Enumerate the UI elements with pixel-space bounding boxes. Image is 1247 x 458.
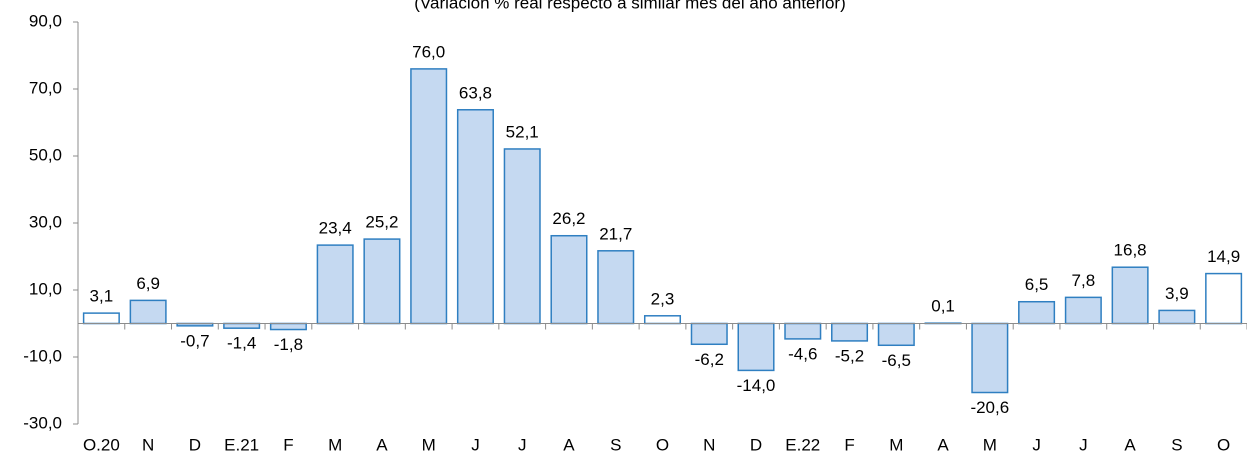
- bar: [1018, 300, 1056, 325]
- value-label: 6,5: [1025, 275, 1049, 294]
- x-tick-label: N: [142, 435, 154, 454]
- value-label: 3,9: [1165, 284, 1189, 303]
- bar: [82, 312, 120, 325]
- value-label: 16,8: [1114, 241, 1147, 260]
- x-tick-label: A: [937, 435, 949, 454]
- value-label: 52,1: [506, 122, 539, 141]
- value-label: 7,8: [1072, 271, 1096, 290]
- x-tick-label: J: [471, 435, 480, 454]
- x-tick-label: F: [283, 435, 293, 454]
- bar: [503, 148, 541, 325]
- value-label: -5,2: [835, 346, 864, 365]
- x-tick-label: S: [1171, 435, 1182, 454]
- value-label: -1,4: [227, 334, 256, 353]
- bar: [456, 109, 494, 325]
- y-tick-label: 70,0: [29, 78, 62, 97]
- bar: [597, 250, 635, 325]
- value-label: 26,2: [552, 209, 585, 228]
- value-label: 21,7: [599, 224, 632, 243]
- value-label: -14,0: [737, 376, 776, 395]
- y-tick-label: -10,0: [23, 346, 62, 365]
- value-label: 2,3: [651, 289, 675, 308]
- bar: [410, 68, 448, 325]
- x-tick-label: D: [189, 435, 201, 454]
- bar: [316, 244, 354, 325]
- x-tick-label: F: [844, 435, 854, 454]
- bar: [737, 322, 775, 372]
- bar: [1205, 272, 1243, 325]
- bar: [129, 299, 167, 325]
- x-tick-label: O.20: [83, 435, 120, 454]
- value-label: -6,2: [695, 350, 724, 369]
- value-label: 63,8: [459, 83, 492, 102]
- y-tick-label: -30,0: [23, 413, 62, 432]
- x-tick-label: M: [422, 435, 436, 454]
- x-tick-label: M: [328, 435, 342, 454]
- y-tick-label: 50,0: [29, 145, 62, 164]
- bar: [971, 322, 1009, 394]
- value-label: -4,6: [788, 344, 817, 363]
- x-tick-label: S: [610, 435, 621, 454]
- y-tick-label: 10,0: [29, 279, 62, 298]
- x-tick-label: A: [563, 435, 575, 454]
- value-label: 25,2: [365, 213, 398, 232]
- bar: [1111, 266, 1149, 325]
- bar: [831, 322, 869, 342]
- x-tick-label: A: [1124, 435, 1136, 454]
- x-tick-label: O: [1217, 435, 1230, 454]
- bar: [1064, 296, 1102, 325]
- value-label: -20,6: [970, 398, 1009, 417]
- bar: [223, 322, 261, 329]
- x-tick-label: E.21: [224, 435, 259, 454]
- bar: [550, 234, 588, 325]
- x-tick-label: J: [518, 435, 527, 454]
- y-tick-label: 30,0: [29, 212, 62, 231]
- bar: [1158, 309, 1196, 325]
- value-label: 23,4: [319, 219, 352, 238]
- x-tick-label: J: [1032, 435, 1041, 454]
- x-tick-label: J: [1079, 435, 1088, 454]
- value-label: -0,7: [180, 331, 209, 350]
- x-tick-label: D: [750, 435, 762, 454]
- bar: [690, 322, 728, 346]
- x-tick-label: A: [376, 435, 388, 454]
- x-tick-label: M: [889, 435, 903, 454]
- bar: [784, 322, 822, 340]
- bar: [363, 238, 401, 325]
- x-tick-label: M: [983, 435, 997, 454]
- value-label: -6,5: [882, 351, 911, 370]
- bar: [643, 315, 682, 325]
- x-tick-label: N: [703, 435, 715, 454]
- value-label: -1,8: [274, 335, 303, 354]
- value-label: 0,1: [931, 297, 955, 316]
- x-tick-label: O: [656, 435, 669, 454]
- bar: [877, 322, 915, 347]
- value-label: 3,1: [90, 287, 114, 306]
- value-label: 14,9: [1207, 247, 1240, 266]
- chart-subtitle: (Variación % real respecto a similar mes…: [414, 0, 845, 12]
- y-tick-label: 90,0: [29, 11, 62, 30]
- x-tick-label: E.22: [785, 435, 820, 454]
- bar: [269, 322, 307, 331]
- value-label: 6,9: [136, 274, 160, 293]
- value-label: 76,0: [412, 42, 445, 61]
